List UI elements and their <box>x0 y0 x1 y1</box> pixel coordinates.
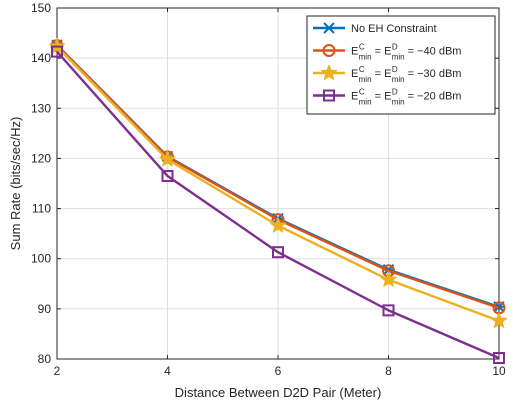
x-tick-labels: 2 4 6 8 10 <box>54 364 506 378</box>
y-tick-label: 110 <box>32 202 51 216</box>
data-point <box>161 169 174 182</box>
y-tick-labels: 80 90 100 110 120 130 140 150 <box>31 1 51 366</box>
y-axis-label: Sum Rate (bits/sec/Hz) <box>8 117 23 251</box>
data-point <box>272 246 284 259</box>
legend-entry: No EH Constraint <box>313 22 437 35</box>
y-tick-label: 120 <box>31 151 51 165</box>
legend-box <box>306 15 496 115</box>
y-tick-label: 90 <box>38 302 52 316</box>
series-lines <box>48 38 508 364</box>
data-point <box>490 312 508 328</box>
x-tick-label: 2 <box>54 364 61 378</box>
legend-label: EC min = ED min = −40 dBm <box>351 43 461 62</box>
legend-label: EC min = ED min = −30 dBm <box>351 65 461 84</box>
legend-label: No EH Constraint <box>351 23 437 35</box>
y-tick-label: 100 <box>31 252 51 266</box>
data-point <box>380 271 397 287</box>
y-tick-label: 140 <box>31 51 51 65</box>
data-point <box>493 351 505 364</box>
data-point <box>51 45 63 58</box>
x-tick-label: 8 <box>385 364 392 378</box>
axes <box>56 7 500 360</box>
series-4 <box>51 45 505 364</box>
x-tick-label: 10 <box>492 364 506 378</box>
data-point <box>159 150 176 167</box>
data-point <box>382 304 395 317</box>
legend-marker <box>320 64 338 80</box>
data-point <box>269 217 287 233</box>
legend-entry: EC min = ED min = −30 dBm <box>313 64 461 84</box>
y-tick-label: 150 <box>31 1 51 15</box>
legend-marker <box>323 89 335 102</box>
legend-marker <box>323 22 335 34</box>
legend-entry: EC min = ED min = −40 dBm <box>313 43 461 62</box>
x-tick-label: 6 <box>275 364 282 378</box>
legend-entry: EC min = ED min = −20 dBm <box>313 88 461 107</box>
x-tick-label: 4 <box>164 364 171 378</box>
x-axis-label: Distance Between D2D Pair (Meter) <box>175 385 382 400</box>
series-line <box>56 50 500 360</box>
y-tick-label: 130 <box>31 101 51 115</box>
legend-marker <box>322 44 336 57</box>
legend-label: EC min = ED min = −20 dBm <box>351 88 461 107</box>
y-tick-label: 80 <box>38 352 52 366</box>
legend: No EH Constraint EC min = ED min = −40 dBm E… <box>306 15 496 115</box>
